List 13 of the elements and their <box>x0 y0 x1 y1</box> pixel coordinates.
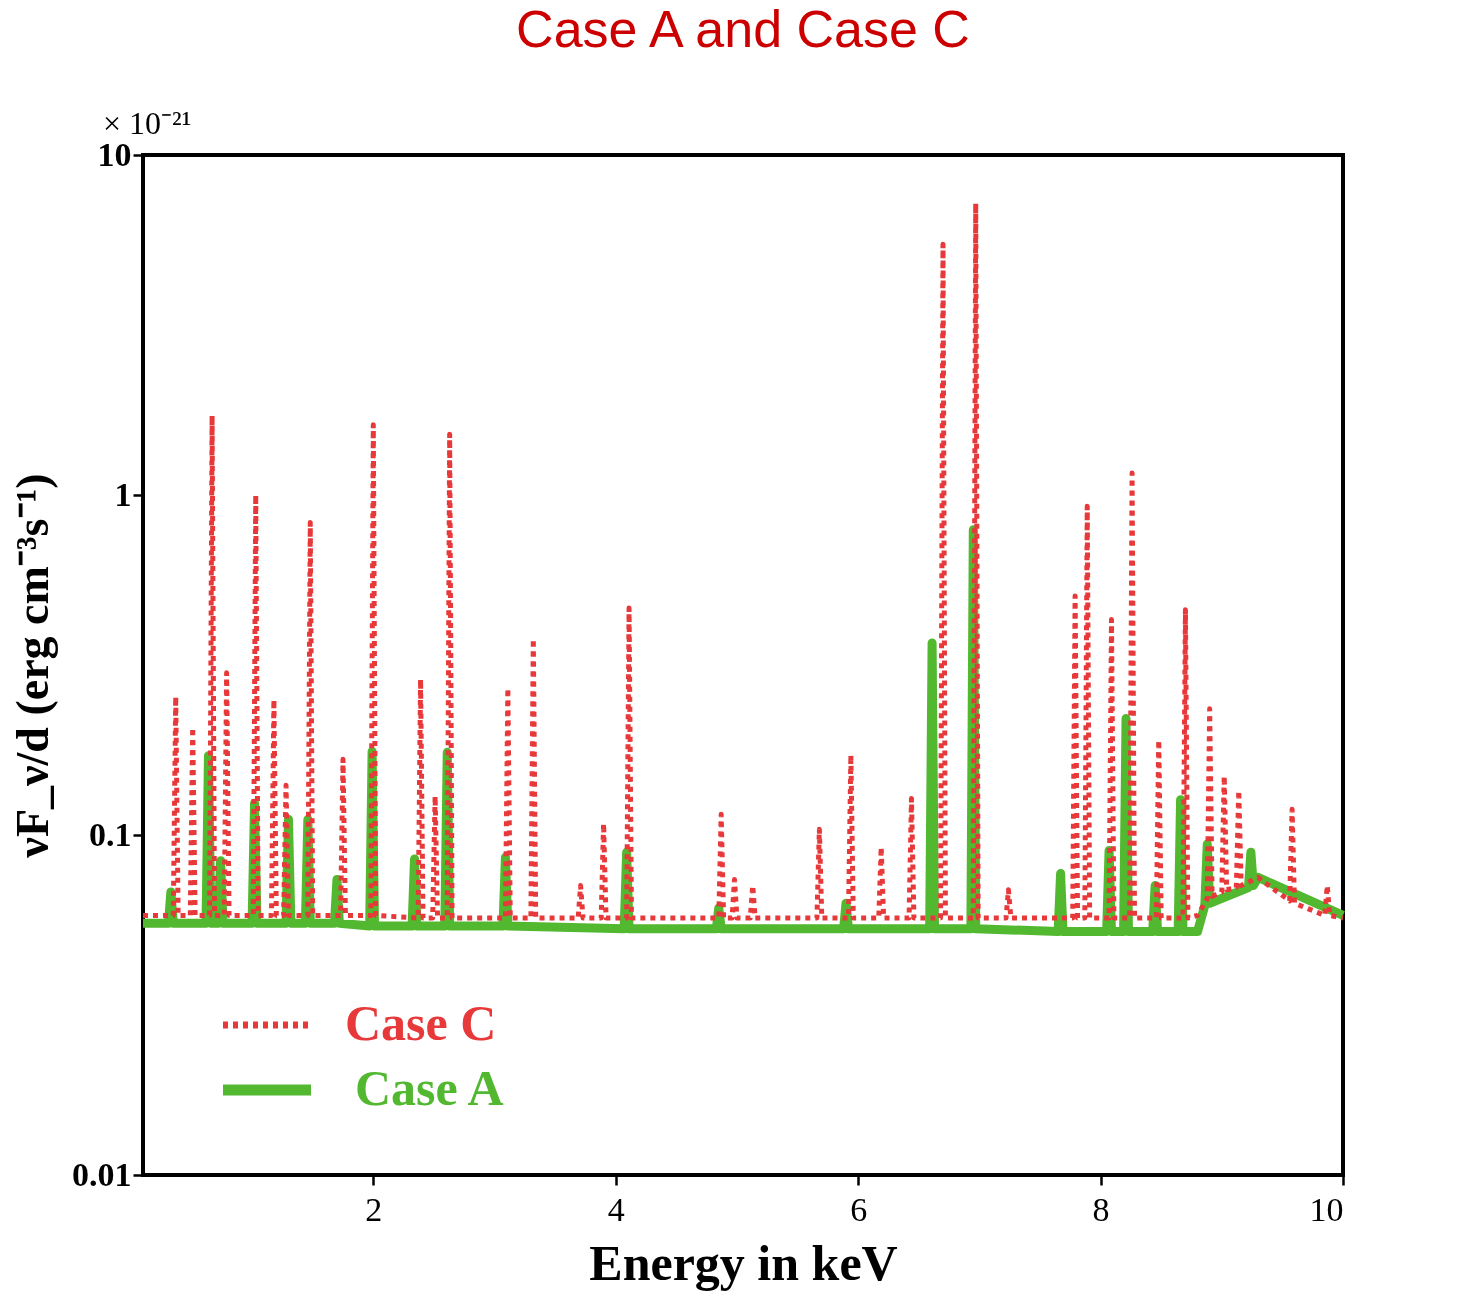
x-tick-label: 8 <box>1092 1190 1110 1228</box>
x-tick-label: 6 <box>850 1190 868 1228</box>
y-tick-label: 1 <box>114 475 132 513</box>
y-tick-label: 0.01 <box>72 1155 132 1193</box>
x-tick-label: 2 <box>365 1190 383 1228</box>
x-tick-label: 4 <box>607 1190 625 1228</box>
y-tick-label: 0.1 <box>89 815 132 853</box>
chart-title: Case A and Case C <box>516 0 970 58</box>
x-axis-title: Energy in keV <box>589 1234 898 1291</box>
legend-label: Case A <box>355 1060 504 1116</box>
x-tick-label: 10 <box>1309 1190 1344 1228</box>
y-axis-title: νF_ν/d (erg cm⁻³s⁻¹) <box>7 473 58 859</box>
legend-label: Case C <box>345 995 497 1051</box>
